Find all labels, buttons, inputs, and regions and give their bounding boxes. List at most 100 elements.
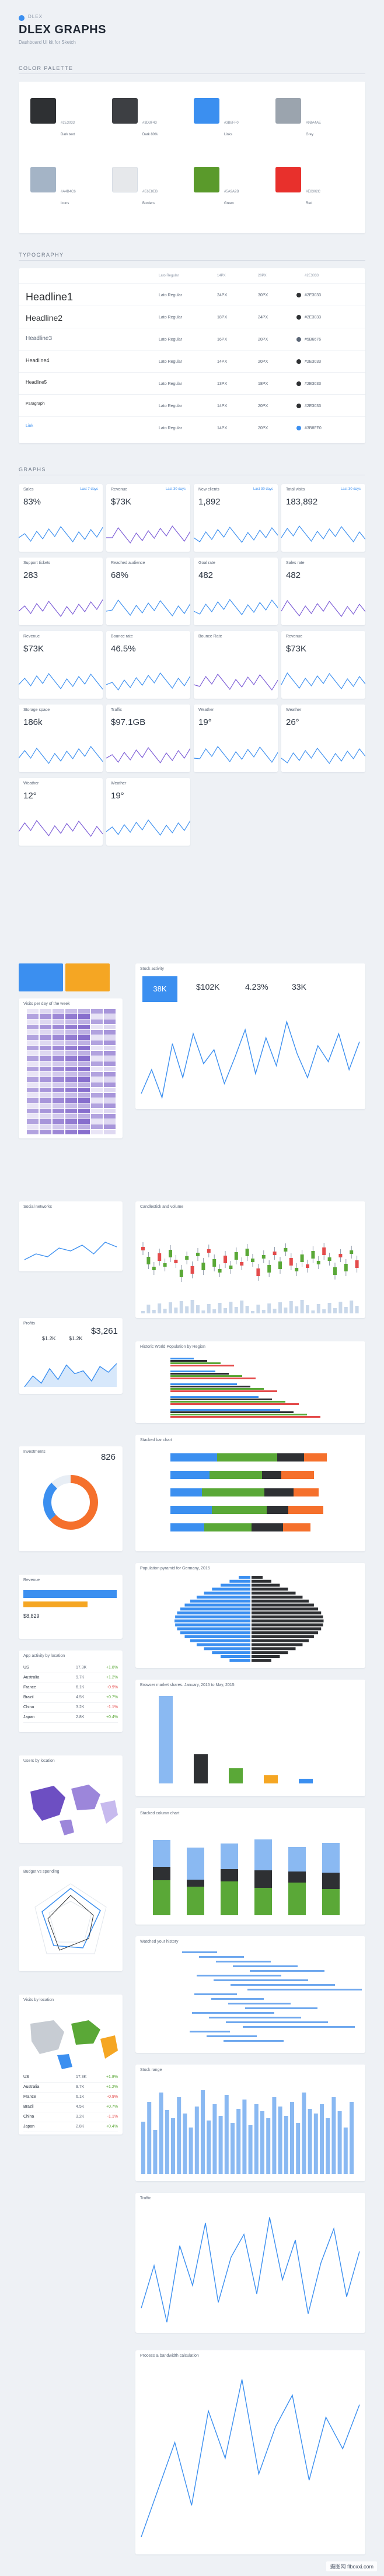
candle-body: [327, 1257, 331, 1261]
history-bar: [231, 1984, 335, 1986]
heat-cell: [65, 1093, 77, 1098]
heat-cell: [27, 1130, 39, 1134]
country-value: 6.1K: [76, 2095, 85, 2099]
country-name: Australia: [23, 2085, 40, 2089]
mini-widget-card: Support tickets 283: [19, 558, 103, 625]
history-bar: [197, 1975, 281, 1976]
heat-cell: [65, 1014, 77, 1019]
heat-cell: [27, 1109, 39, 1113]
typo-size: 18PX: [217, 316, 228, 320]
heat-cell: [53, 1114, 64, 1119]
pyramid-female: [252, 1587, 288, 1591]
volume-bar: [207, 1304, 211, 1313]
mini-line: [194, 745, 278, 763]
country-row: US 17.3K +1.8%: [23, 2073, 118, 2083]
heat-cell: [104, 1088, 116, 1092]
heat-cell: [53, 1040, 64, 1045]
mini-line: [281, 600, 365, 618]
visits-heatmap-card: Visits per day of the week: [19, 998, 123, 1138]
country-value: 2.8K: [76, 2125, 85, 2129]
series-line: [141, 2217, 360, 2323]
heat-cell: [78, 1124, 90, 1129]
stack-segment: [212, 1506, 267, 1514]
heat-cell: [91, 1098, 103, 1103]
region-bar: [170, 1390, 277, 1392]
heat-cell: [65, 1124, 77, 1129]
pyramid-male: [229, 1659, 250, 1662]
typo-lh: 20PX: [258, 426, 268, 430]
heat-cell: [53, 1030, 64, 1035]
card-title: Profits: [23, 1322, 35, 1326]
pyramid-male: [190, 1599, 250, 1603]
typo-size: 16PX: [217, 338, 228, 342]
stacked-card: Stacked bar chart: [135, 1435, 365, 1551]
heat-cell: [65, 1109, 77, 1113]
swatch-code: #3D3F43: [142, 121, 157, 125]
mini-line: [19, 745, 103, 765]
social-card: Social networks: [19, 1201, 123, 1271]
typo-sample: Headline5: [26, 380, 47, 385]
history-gantt-chart: [182, 1951, 362, 2042]
region-bar: [170, 1362, 221, 1364]
traffic-card: Traffic: [135, 2193, 365, 2333]
stock-range-chart: [141, 2090, 354, 2174]
pyramid-female: [252, 1643, 303, 1646]
country-name: Brazil: [23, 2105, 34, 2109]
stacked-bar-chart: [170, 1453, 327, 1531]
heat-cell: [91, 1124, 103, 1129]
candle-body: [278, 1261, 282, 1269]
range-bar: [278, 2107, 282, 2174]
volume-bar: [355, 1306, 359, 1313]
series-line: [24, 1242, 117, 1260]
mini-widget-card: Revenue $73K: [19, 631, 103, 699]
typo-font: Lato Regular: [159, 338, 183, 342]
country-row: France 6.1K -0.9%: [23, 1683, 118, 1693]
heat-cell: [53, 1130, 64, 1134]
mini-line: [19, 819, 103, 837]
typo-font: Lato Regular: [159, 382, 183, 386]
mini-title: Weather: [198, 708, 214, 712]
typo-lh: 24PX: [258, 316, 268, 320]
divider: [19, 73, 365, 74]
heat-cell: [53, 1025, 64, 1029]
orange-tile[interactable]: [65, 963, 110, 991]
heat-cell: [27, 1077, 39, 1082]
heat-cell: [78, 1046, 90, 1050]
card-title: Browser market shares. January, 2015 to …: [140, 1683, 235, 1687]
typo-color: #2E3033: [305, 404, 322, 408]
volume-bar: [267, 1303, 271, 1313]
heat-cell: [91, 1088, 103, 1092]
typo-lh: 20PX: [258, 404, 268, 408]
range-bar: [260, 2111, 264, 2174]
stack-segment: [170, 1471, 210, 1479]
mini-title: Storage space: [23, 708, 50, 712]
history-bar: [245, 2007, 317, 2009]
pyramid-male: [175, 1623, 250, 1627]
blue-tile[interactable]: [19, 963, 63, 991]
range-bar: [266, 2118, 271, 2174]
pyramid-female: [252, 1655, 280, 1658]
typo-head-font: Lato Regular: [159, 274, 179, 278]
swatch-name: Dark 80%: [142, 133, 158, 136]
traffic-line-chart: [141, 2217, 360, 2323]
heat-cell: [78, 1072, 90, 1077]
pyramid-female: [252, 1659, 271, 1662]
history-bar: [190, 2031, 230, 2032]
mini-line: [194, 598, 278, 616]
range-bar: [350, 2102, 354, 2174]
revenue-value: $8,829: [23, 1613, 40, 1619]
heat-cell: [91, 1072, 103, 1077]
heat-cell: [40, 1124, 51, 1129]
heat-cell: [78, 1130, 90, 1134]
country-name: France: [23, 2095, 36, 2099]
mini-value: 482: [286, 570, 301, 580]
typo-head-lh: 20PX: [258, 274, 267, 278]
candle-body: [350, 1250, 354, 1254]
swatch-name: Red: [306, 202, 313, 205]
volume-bar: [311, 1310, 315, 1313]
range-bar: [331, 2097, 336, 2174]
heat-cell: [104, 1109, 116, 1113]
stock-activity-card: Stock activity 38K $102K 4.23% 33K: [135, 963, 365, 1109]
typo-color-dot: [296, 359, 301, 364]
pyramid-female: [252, 1607, 319, 1611]
